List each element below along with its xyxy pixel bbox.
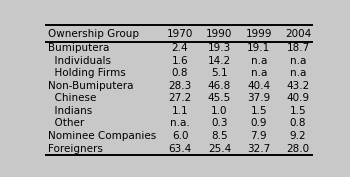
- Text: n.a: n.a: [290, 56, 306, 65]
- Text: n.a: n.a: [251, 68, 267, 78]
- Text: Chinese: Chinese: [48, 93, 96, 103]
- Text: 45.5: 45.5: [208, 93, 231, 103]
- Text: Bumiputera: Bumiputera: [48, 43, 109, 53]
- Text: 2004: 2004: [285, 28, 311, 39]
- Text: Non-Bumiputera: Non-Bumiputera: [48, 81, 133, 91]
- Text: 32.7: 32.7: [247, 144, 270, 153]
- Text: 1.0: 1.0: [211, 106, 228, 116]
- Text: 9.2: 9.2: [290, 131, 306, 141]
- Text: Other: Other: [48, 118, 84, 128]
- Text: 27.2: 27.2: [168, 93, 192, 103]
- Text: 18.7: 18.7: [286, 43, 310, 53]
- Text: 0.8: 0.8: [172, 68, 188, 78]
- Text: 1.5: 1.5: [250, 106, 267, 116]
- Text: 7.9: 7.9: [250, 131, 267, 141]
- Text: Foreigners: Foreigners: [48, 144, 103, 153]
- Text: 19.1: 19.1: [247, 43, 270, 53]
- Text: 37.9: 37.9: [247, 93, 270, 103]
- Text: Ownership Group: Ownership Group: [48, 28, 139, 39]
- Text: n.a.: n.a.: [170, 118, 190, 128]
- Text: 43.2: 43.2: [286, 81, 310, 91]
- Text: 28.3: 28.3: [168, 81, 192, 91]
- Text: 6.0: 6.0: [172, 131, 188, 141]
- Text: 1.6: 1.6: [172, 56, 188, 65]
- Text: 25.4: 25.4: [208, 144, 231, 153]
- Text: 1.5: 1.5: [290, 106, 306, 116]
- Text: 19.3: 19.3: [208, 43, 231, 53]
- Text: 28.0: 28.0: [287, 144, 310, 153]
- Text: 1990: 1990: [206, 28, 232, 39]
- Text: 1999: 1999: [245, 28, 272, 39]
- Text: Nominee Companies: Nominee Companies: [48, 131, 156, 141]
- Text: Indians: Indians: [48, 106, 92, 116]
- Text: 46.8: 46.8: [208, 81, 231, 91]
- Text: 8.5: 8.5: [211, 131, 228, 141]
- Text: 14.2: 14.2: [208, 56, 231, 65]
- Text: 0.8: 0.8: [290, 118, 306, 128]
- Text: n.a: n.a: [290, 68, 306, 78]
- Text: 0.3: 0.3: [211, 118, 228, 128]
- Text: Holding Firms: Holding Firms: [48, 68, 126, 78]
- Text: 63.4: 63.4: [168, 144, 192, 153]
- Text: 40.4: 40.4: [247, 81, 270, 91]
- Text: 1.1: 1.1: [172, 106, 188, 116]
- Text: 2.4: 2.4: [172, 43, 188, 53]
- Text: Individuals: Individuals: [48, 56, 111, 65]
- Text: 5.1: 5.1: [211, 68, 228, 78]
- Text: 40.9: 40.9: [287, 93, 310, 103]
- Text: 1970: 1970: [167, 28, 193, 39]
- Text: n.a: n.a: [251, 56, 267, 65]
- Text: 0.9: 0.9: [251, 118, 267, 128]
